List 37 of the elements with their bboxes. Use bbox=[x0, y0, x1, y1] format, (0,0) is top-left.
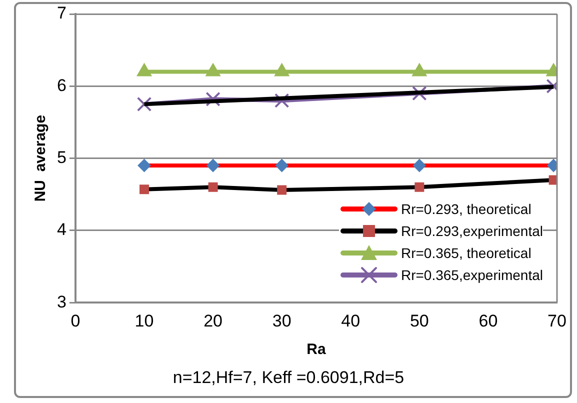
point bbox=[206, 159, 220, 172]
y-tick-label: 4 bbox=[56, 220, 66, 240]
point bbox=[548, 175, 557, 185]
point bbox=[412, 63, 427, 76]
point bbox=[412, 159, 426, 172]
x-tick-label: 20 bbox=[204, 311, 222, 330]
x-tick-label: 60 bbox=[478, 311, 498, 330]
point bbox=[412, 86, 427, 101]
y-tick-label: 7 bbox=[56, 4, 66, 23]
legend-label: Rr=0.293, theoretical bbox=[400, 201, 532, 217]
x-axis-title: Ra bbox=[306, 341, 326, 358]
point bbox=[277, 185, 287, 195]
point bbox=[206, 63, 220, 76]
x-tick-label: 40 bbox=[341, 311, 360, 330]
legend-label: Rr=0.365,experimental bbox=[400, 267, 543, 283]
x-tick-label: 70 bbox=[548, 311, 566, 330]
point bbox=[206, 92, 220, 106]
legend-label: Rr=0.293,experimental bbox=[400, 223, 543, 239]
point bbox=[140, 184, 149, 194]
legend-label: Rr=0.365, theoretical bbox=[400, 245, 532, 261]
x-tick-label: 0 bbox=[70, 311, 80, 330]
y-tick-label: 6 bbox=[56, 76, 66, 95]
point bbox=[136, 96, 152, 112]
x-tick-label: 50 bbox=[410, 311, 429, 330]
y-tick-label: 3 bbox=[56, 292, 66, 312]
point bbox=[274, 63, 290, 76]
y-tick-label: 5 bbox=[56, 148, 66, 167]
point bbox=[138, 159, 151, 172]
x-tick-label: 10 bbox=[134, 311, 154, 330]
point bbox=[208, 182, 218, 192]
point bbox=[275, 159, 288, 172]
text: n=12,Hf=7, Keff =0.6091,Rd=5 bbox=[172, 368, 406, 388]
point bbox=[274, 93, 290, 108]
y-axis-title: NU average bbox=[32, 114, 50, 202]
x-tick-label: 30 bbox=[272, 311, 292, 330]
point bbox=[414, 182, 424, 192]
point bbox=[136, 63, 152, 76]
